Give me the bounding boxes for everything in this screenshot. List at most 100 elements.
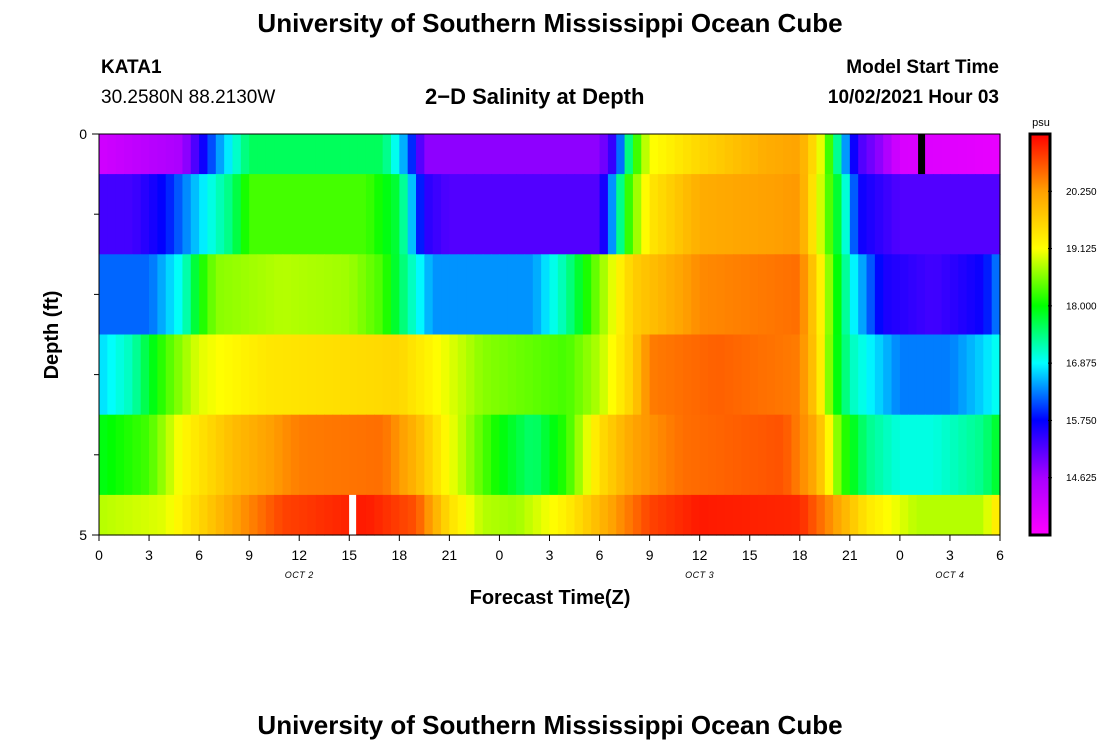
heatmap-cell <box>632 334 642 416</box>
heatmap-cell <box>249 254 259 336</box>
heatmap-cell <box>949 494 959 536</box>
heatmap-cell <box>290 174 300 255</box>
heatmap-cell <box>207 134 217 175</box>
heatmap-cell <box>249 414 259 496</box>
heatmap-cell <box>616 254 626 336</box>
heatmap-cell <box>582 254 592 336</box>
heatmap-cell <box>149 134 158 175</box>
heatmap-cell <box>441 334 450 416</box>
heatmap-cell <box>499 334 509 416</box>
heatmap-cell <box>741 134 751 175</box>
heatmap-cell <box>883 334 893 416</box>
heatmap-cell <box>824 414 834 496</box>
heatmap-cell <box>499 494 509 536</box>
colorbar: psu 14.625 15.750 16.875 18.000 19.125 20.250 <box>1028 117 1097 537</box>
heatmap-cell <box>866 134 876 175</box>
heatmap-cell <box>382 254 392 336</box>
heatmap-cell <box>791 334 801 416</box>
heatmap-cell <box>224 414 234 496</box>
heatmap-cell <box>682 334 692 416</box>
heatmap-cell <box>432 174 442 255</box>
heatmap-cell <box>340 254 350 336</box>
heatmap-cell <box>899 134 909 175</box>
heatmap-cell <box>365 134 375 175</box>
heatmap-cell <box>691 134 701 175</box>
heatmap-cell <box>591 334 601 416</box>
heatmap-cell <box>240 174 250 255</box>
heatmap-cell <box>290 134 300 175</box>
heatmap-cell <box>674 494 684 536</box>
heatmap-cell <box>541 254 551 336</box>
heatmap-cell <box>758 414 767 496</box>
heatmap-cell <box>924 334 934 416</box>
heatmap-cell <box>99 174 108 255</box>
heatmap-cell <box>299 414 309 496</box>
heatmap-cell <box>115 134 125 175</box>
heatmap-cell <box>199 334 209 416</box>
heatmap-cell <box>582 414 592 496</box>
heatmap-cell <box>866 414 876 496</box>
heatmap-cells <box>99 134 1001 536</box>
heatmap-cell <box>808 414 818 496</box>
heatmap-cell <box>466 174 476 255</box>
heatmap-cell <box>449 494 459 536</box>
heatmap-cell <box>482 254 492 336</box>
heatmap-cell <box>624 174 634 255</box>
heatmap-cell <box>349 134 359 175</box>
heatmap-cell <box>874 494 884 536</box>
heatmap-cell <box>574 174 584 255</box>
heatmap-cell <box>716 174 726 255</box>
heatmap-cell <box>824 134 834 175</box>
heatmap-cell <box>299 174 309 255</box>
heatmap-cell <box>457 254 467 336</box>
heatmap-cell <box>766 414 776 496</box>
heatmap-cell <box>749 494 759 536</box>
heatmap-cell <box>149 334 158 416</box>
heatmap-cell <box>340 494 350 536</box>
heatmap-cell <box>783 414 793 496</box>
heatmap-cell <box>924 254 934 336</box>
heatmap-cell <box>215 254 225 336</box>
heatmap-cell <box>791 174 801 255</box>
heatmap-cell <box>682 174 692 255</box>
colorbar-tick-label: 16.875 <box>1066 359 1097 370</box>
heatmap-cell <box>140 134 150 175</box>
heatmap-cell <box>499 134 509 175</box>
heatmap-cell <box>324 254 334 336</box>
y-tick-label: 5 <box>79 527 87 543</box>
x-axis: 0 3 6 9 12 15 18 21 0 3 6 9 12 15 18 21 0 3 6 OCT 2 OCT 3 OCT… <box>95 535 1004 580</box>
heatmap-cell <box>824 334 834 416</box>
heatmap-cell <box>449 254 459 336</box>
heatmap-cell <box>833 134 843 175</box>
heatmap-cell <box>265 494 275 536</box>
heatmap-cell <box>891 174 901 255</box>
heatmap-cell <box>616 174 626 255</box>
heatmap-cell <box>674 134 684 175</box>
heatmap-cell <box>783 134 793 175</box>
heatmap-cell <box>983 414 993 496</box>
heatmap-cell <box>249 174 259 255</box>
heatmap-cell <box>232 134 242 175</box>
heatmap-cell <box>758 254 767 336</box>
heatmap-cell <box>699 414 709 496</box>
heatmap-cell <box>157 494 167 536</box>
heatmap-cell <box>340 174 350 255</box>
heatmap-cell <box>140 334 150 416</box>
heatmap-cell <box>632 174 642 255</box>
heatmap-cell <box>115 174 125 255</box>
heatmap-cell <box>649 494 659 536</box>
heatmap-cell <box>674 254 684 336</box>
heatmap-cell <box>958 174 968 255</box>
heatmap-cell <box>566 134 576 175</box>
heatmap-cell <box>399 494 409 536</box>
heatmap-cell <box>774 134 784 175</box>
heatmap-cell <box>124 334 133 416</box>
heatmap-cell <box>749 414 759 496</box>
heatmap-cell <box>816 254 826 336</box>
heatmap-cell <box>874 334 884 416</box>
heatmap-cell <box>507 174 517 255</box>
heatmap-cell <box>682 134 692 175</box>
heatmap-cell <box>149 494 158 536</box>
heatmap-cell <box>549 134 559 175</box>
